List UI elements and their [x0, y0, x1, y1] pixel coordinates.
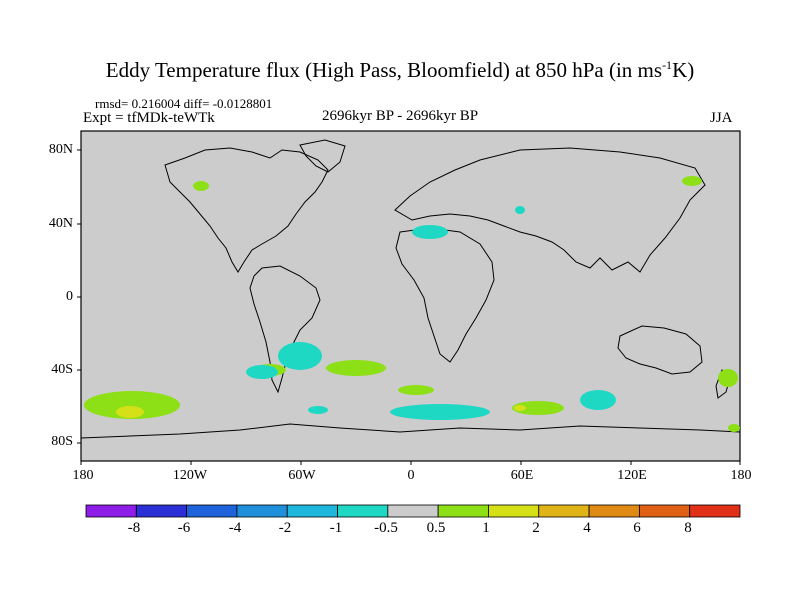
colorbar-label-neg0-5: -0.5 — [374, 520, 398, 536]
positive-patch-indian-ocean — [512, 401, 564, 415]
experiment-label: Expt = tfMDk-teWTk — [83, 110, 215, 126]
colorbar-label-neg1: -1 — [329, 520, 343, 536]
colorbar-label-neg8: -8 — [127, 520, 141, 536]
negative-patch-black-sea — [515, 206, 525, 214]
colorbar-swatch — [337, 504, 389, 518]
north-america-coast — [164, 147, 329, 273]
positive-patch-south-indian — [398, 385, 434, 395]
colorbar-swatch — [286, 504, 338, 518]
colorbar-swatch — [689, 504, 741, 518]
period-label: 2696kyr BP - 2696kyr BP — [322, 108, 479, 124]
lat-label-0: 0 — [66, 289, 73, 304]
colorbar-swatch — [488, 504, 540, 518]
lat-label-40n: 40N — [48, 216, 73, 231]
positive-patch-antarctic-edge — [728, 424, 740, 432]
negative-patch-south-pacific — [246, 365, 278, 379]
colorbar-label-neg4: -4 — [228, 520, 242, 536]
axis-ticks — [77, 149, 741, 465]
colorbar-label-2: 2 — [532, 520, 540, 536]
colorbar-label-0-5: 0.5 — [426, 520, 446, 536]
negative-patch-south-atlantic — [390, 404, 490, 420]
colorbar-swatch — [85, 504, 137, 518]
africa-coast — [395, 227, 495, 363]
positive-patch-south-atlantic — [326, 360, 386, 376]
positive-patch-kamchatka — [682, 176, 702, 186]
lon-label-60e: 60E — [510, 468, 534, 483]
colorbar-label-1: 1 — [482, 520, 490, 536]
colorbar-swatch — [588, 504, 640, 518]
south-america-coast — [249, 265, 321, 394]
anomaly-contours — [84, 176, 740, 432]
rmsd-diff-stats: rmsd= 0.216004 diff= -0.0128801 — [95, 96, 273, 111]
negative-patch-mediterranean — [412, 225, 448, 239]
colorbar-swatch — [135, 504, 188, 518]
colorbar-swatch — [538, 504, 590, 518]
eurasia-coast — [394, 147, 706, 273]
colorbar-swatch — [437, 504, 489, 518]
lon-label-180e: 180 — [730, 468, 752, 483]
mid-positive-patch-south-pacific — [116, 406, 144, 418]
mid-positive-patch-indian — [514, 405, 526, 411]
greenland-coast — [299, 139, 346, 173]
colorbar-swatch — [236, 504, 288, 518]
lat-label-80s: 80S — [51, 434, 73, 449]
positive-patch-tasman — [718, 369, 738, 387]
positive-patch-south-pacific — [84, 391, 180, 419]
lon-label-0: 0 — [407, 468, 415, 483]
antarctica-coast — [80, 423, 741, 439]
negative-patch-south-america — [278, 342, 322, 370]
colorbar-swatch — [387, 504, 439, 518]
lon-label-180w: 180 — [72, 468, 94, 483]
plot-title: Eddy Temperature flux (High Pass, Bloomf… — [105, 58, 695, 82]
colorbar-label-6: 6 — [633, 520, 641, 536]
negative-patch-kerguelen — [580, 390, 616, 410]
colorbar-label-4: 4 — [583, 520, 591, 536]
lat-label-80n: 80N — [48, 142, 73, 157]
australia-coast — [617, 325, 703, 375]
lat-label-40s: 40S — [51, 362, 73, 377]
positive-patch-alaska — [193, 181, 209, 191]
colorbar-label-neg6: -6 — [177, 520, 191, 536]
colorbar-swatch — [186, 504, 238, 518]
colorbar-swatch — [638, 504, 691, 518]
lon-label-120e: 120E — [617, 468, 647, 483]
colorbar-label-8: 8 — [684, 520, 692, 536]
negative-patch-drake — [308, 406, 328, 414]
season-label: JJA — [710, 110, 733, 126]
colorbar-label-neg2: -2 — [278, 520, 292, 536]
lon-label-120w: 120W — [172, 468, 208, 483]
lon-label-60w: 60W — [288, 468, 316, 483]
colorbar — [85, 504, 741, 518]
coastlines — [80, 139, 741, 439]
